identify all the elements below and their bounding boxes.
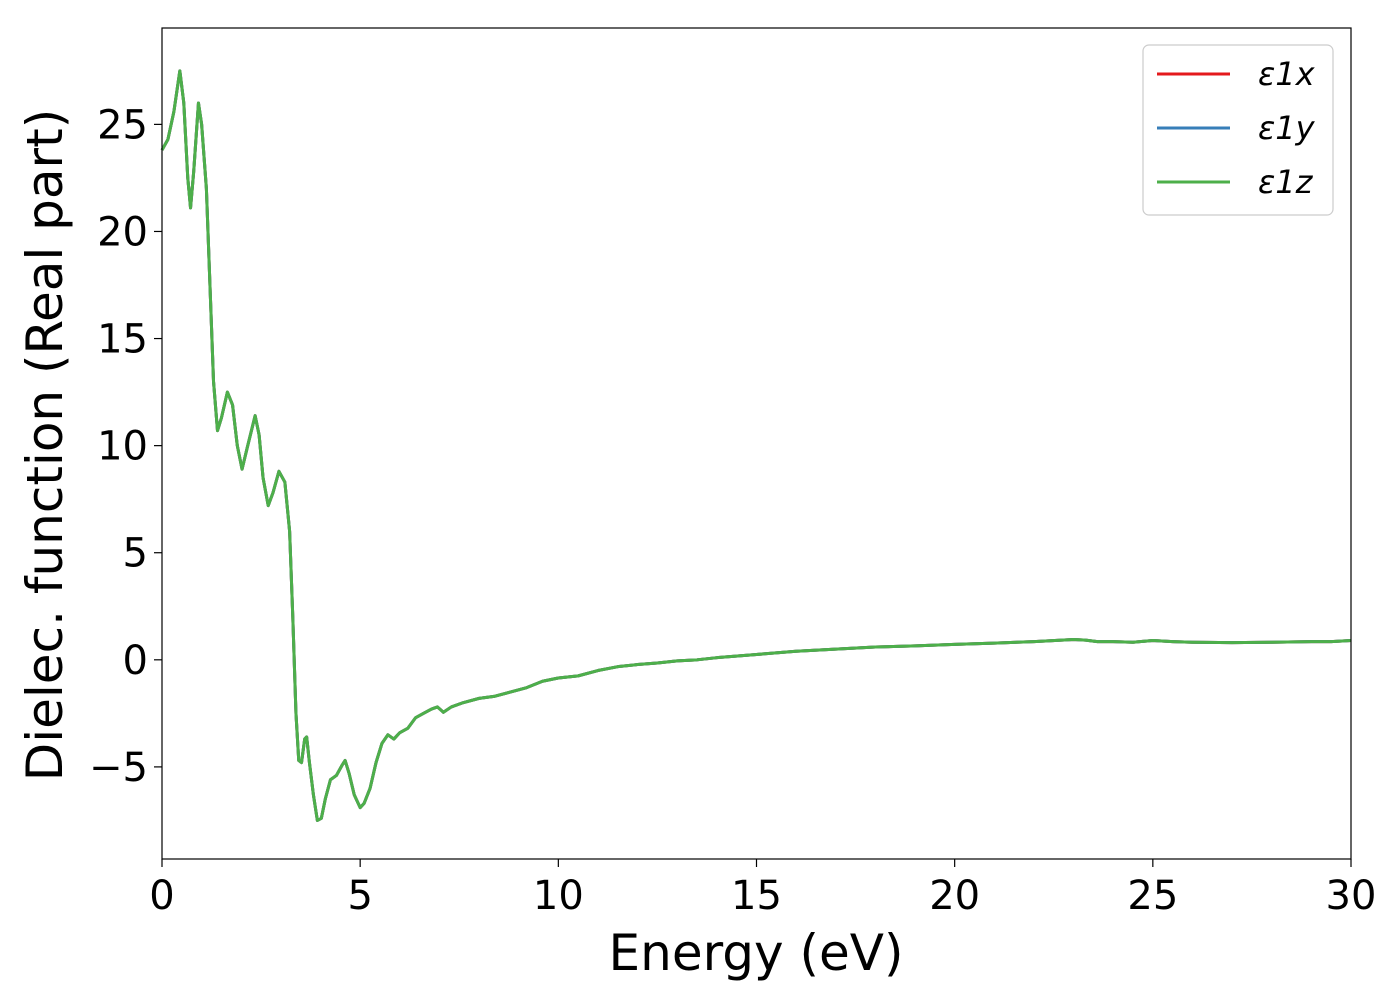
legend-label-2: ε1z — [1258, 163, 1314, 201]
x-tick-label: 25 — [1127, 873, 1178, 919]
x-tick-label: 20 — [929, 873, 980, 919]
x-tick-label: 10 — [533, 873, 584, 919]
legend-label-0: ε1x — [1258, 55, 1316, 93]
y-tick-label: 0 — [123, 638, 148, 684]
y-axis-label: Dielec. function (Real part) — [16, 109, 74, 781]
x-tick-label: 15 — [731, 873, 782, 919]
x-tick-label: 30 — [1326, 873, 1377, 919]
y-tick-label: 25 — [97, 102, 148, 148]
y-axis-ticks: −5 0 5 10 15 20 25 — [89, 102, 162, 791]
x-axis-label: Energy (eV) — [609, 924, 904, 982]
y-tick-label: 5 — [123, 531, 148, 577]
y-tick-label: −5 — [89, 745, 148, 791]
series-layer — [160, 69, 1352, 822]
x-tick-label: 0 — [149, 873, 174, 919]
series-line-2 — [160, 69, 1352, 822]
x-axis-ticks: 0 5 10 15 20 25 30 — [149, 859, 1376, 919]
legend-box — [1142, 44, 1334, 216]
y-tick-label: 15 — [97, 317, 148, 363]
y-tick-label: 10 — [97, 424, 148, 470]
legend: ε1x ε1y ε1z — [1142, 44, 1334, 216]
x-tick-label: 5 — [347, 873, 372, 919]
y-tick-label: 20 — [97, 209, 148, 255]
legend-label-1: ε1y — [1258, 109, 1316, 147]
